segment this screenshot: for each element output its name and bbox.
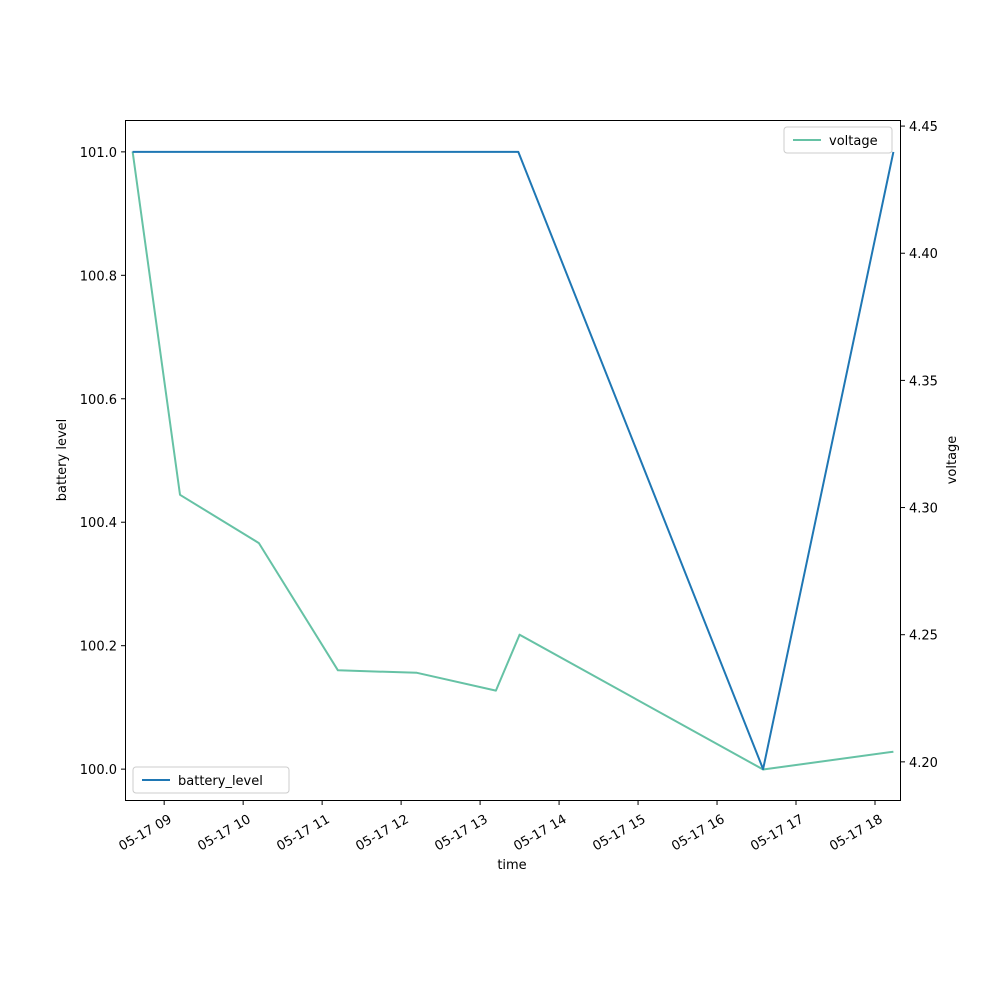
legend-label: battery_level [178, 774, 263, 789]
y-tick-label-right: 4.45 [909, 120, 938, 135]
y-tick-label-right: 4.25 [909, 629, 938, 644]
y-axis-label-right: voltage [945, 436, 960, 485]
y-tick-label-left: 100.0 [80, 763, 117, 778]
series-layer [131, 150, 895, 771]
legend-battery-level: battery_level [132, 766, 290, 794]
y-tick-label-left: 100.4 [80, 516, 117, 531]
x-axis: 05-17 09 05-17 10 05-17 11 05-17 12 05-17 13… [116, 800, 885, 854]
plot-frame [125, 120, 901, 801]
x-tick-label: 05-17 13 [432, 812, 490, 854]
y-tick-label-right: 4.30 [909, 502, 938, 517]
legend-voltage: voltage [783, 126, 893, 154]
y-tick-label-right: 4.35 [909, 374, 938, 389]
x-tick-label: 05-17 18 [827, 812, 885, 854]
series-line-battery-level [132, 150, 895, 771]
legend-box [783, 126, 893, 154]
series-line-voltage [131, 151, 894, 771]
x-tick-label: 05-17 17 [748, 812, 806, 854]
y-tick-label-right: 4.20 [909, 756, 938, 771]
x-tick-label: 05-17 09 [116, 812, 174, 854]
y-axis-left: 100.0 100.2 100.4 100.6 100.8 101.0 [80, 146, 126, 778]
y-tick-label-left: 100.6 [80, 393, 117, 408]
x-tick-label: 05-17 16 [669, 812, 727, 854]
x-tick-label: 05-17 12 [353, 812, 411, 854]
legend-box [132, 766, 290, 794]
legend-label: voltage [829, 134, 878, 149]
x-tick-label: 05-17 10 [195, 812, 253, 854]
y-tick-label-left: 101.0 [80, 146, 117, 161]
y-tick-label-right: 4.40 [909, 247, 938, 262]
x-tick-label: 05-17 14 [511, 812, 569, 854]
y-axis-right: 4.20 4.25 4.30 4.35 4.40 4.45 [900, 120, 938, 771]
y-tick-label-left: 100.2 [80, 640, 117, 655]
legends: battery_level voltage [132, 126, 893, 794]
x-axis-label: time [497, 858, 526, 873]
x-tick-label: 05-17 15 [590, 812, 648, 854]
y-axis-label-left: battery level [55, 419, 70, 502]
y-tick-label-left: 100.8 [80, 269, 117, 284]
x-tick-label: 05-17 11 [274, 812, 332, 854]
